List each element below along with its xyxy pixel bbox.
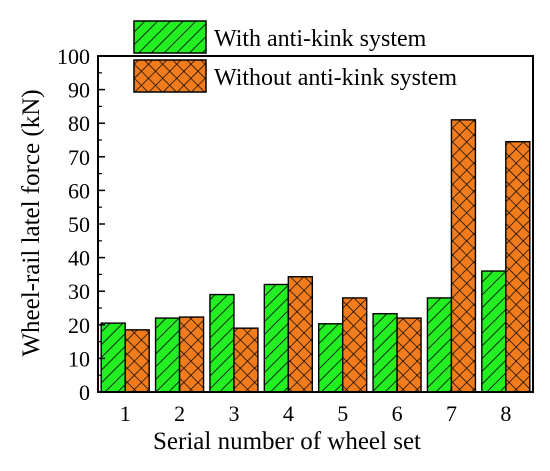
bars-layer [100,119,531,393]
bar-with-1 [100,322,126,393]
bar-without-3 [233,327,259,393]
bar-without-1 [124,329,150,393]
y-axis: 0 10 20 30 40 50 60 70 80 90 100 [57,44,105,405]
x-axis-title: Serial number of wheel set [153,428,421,455]
bar-with-5 [317,323,344,393]
x-tick-label-5: 5 [337,401,348,426]
bar-with-4 [263,283,290,393]
bar-with-6 [372,313,398,393]
bar-without-6 [396,317,422,393]
bar-with-7 [426,297,453,393]
bar-with-2 [154,317,181,393]
x-tick-label-4: 4 [283,401,294,426]
bar-without-5 [341,297,368,393]
bar-without-4 [287,276,314,393]
legend-label-without: Without anti-kink system [214,65,457,91]
x-tick-label-8: 8 [500,401,511,426]
legend: With anti-kink system Without anti-kink … [133,20,457,93]
x-tick-label-6: 6 [392,401,403,426]
y-tick-label-60: 60 [68,178,90,203]
y-tick-label-70: 70 [68,145,90,170]
x-tick-label-7: 7 [446,401,457,426]
x-tick-label-3: 3 [228,401,239,426]
y-tick-label-20: 20 [68,313,90,338]
y-tick-label-50: 50 [68,212,90,237]
bar-with-8 [481,270,507,393]
y-tick-label-0: 0 [79,380,90,405]
legend-swatch-without [133,59,207,93]
bar-without-8 [505,140,531,393]
x-axis: 1 2 3 4 5 6 7 8 [120,386,511,426]
legend-swatch-with [133,20,207,54]
y-tick-label-10: 10 [68,346,90,371]
x-tick-label-2: 2 [174,401,185,426]
y-tick-label-100: 100 [57,44,90,69]
y-tick-label-90: 90 [68,78,90,103]
y-tick-label-30: 30 [68,279,90,304]
legend-label-with: With anti-kink system [214,26,427,52]
plot-frame [97,55,534,393]
y-tick-label-40: 40 [68,246,90,271]
y-axis-title: Wheel-rail latel force (kN) [18,89,45,356]
x-tick-label-1: 1 [120,401,131,426]
bar-with-3 [209,293,235,393]
bar-without-2 [178,316,205,393]
bar-without-7 [450,119,477,393]
y-tick-label-80: 80 [68,111,90,136]
